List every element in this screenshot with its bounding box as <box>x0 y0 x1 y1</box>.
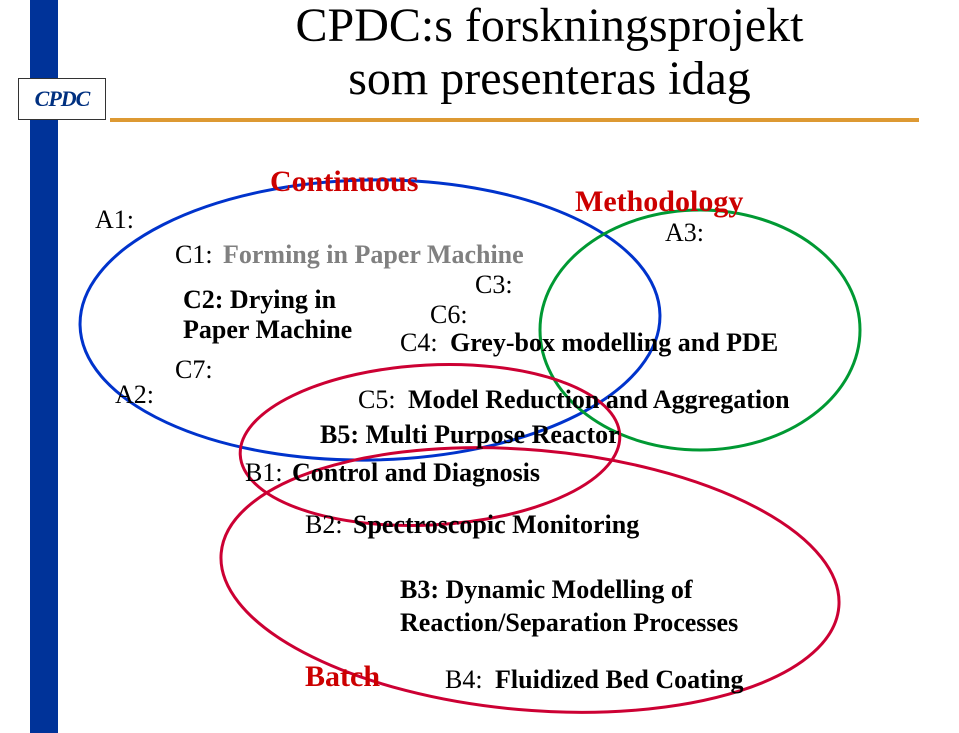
label-b2-text: Spectroscopic Monitoring <box>353 510 639 540</box>
label-b5: B5: Multi Purpose Reactor <box>320 420 620 450</box>
label-c4-text: Grey-box modelling and PDE <box>450 328 778 358</box>
label-c4: C4: <box>400 328 438 358</box>
label-c6: C6: <box>430 300 468 330</box>
logo-box: CPDC <box>18 78 106 120</box>
label-c3: C3: <box>475 270 513 300</box>
header-methodology: Methodology <box>575 185 743 219</box>
label-b2: B2: <box>305 510 343 540</box>
title-line1: CPDC:s forskningsprojekt <box>295 0 803 52</box>
label-a1: A1: <box>95 205 134 235</box>
label-b1: B1: <box>245 458 283 488</box>
label-b1-text: Control and Diagnosis <box>292 458 540 488</box>
label-c5-text: Model Reduction and Aggregation <box>408 385 790 415</box>
logo-text: CPDC <box>35 86 90 112</box>
header-batch: Batch <box>305 660 380 694</box>
label-b4-text: Fluidized Bed Coating <box>495 665 743 695</box>
label-c7: C7: <box>175 355 213 385</box>
title-underline <box>110 118 919 122</box>
label-c5: C5: <box>358 385 396 415</box>
label-b3: B3: Dynamic Modelling of <box>400 575 693 605</box>
label-a2: A2: <box>115 380 154 410</box>
label-c2b: Paper Machine <box>183 315 352 345</box>
label-b4: B4: <box>445 665 483 695</box>
label-c1: C1: <box>175 240 213 270</box>
title-line2: som presenteras idag <box>348 52 751 105</box>
label-c1-text: Forming in Paper Machine <box>223 240 524 270</box>
slide: CPDC CPDC:s forskningsprojekt som presen… <box>0 0 959 733</box>
label-b3b: Reaction/Separation Processes <box>400 608 738 638</box>
title: CPDC:s forskningsprojekt som presenteras… <box>180 0 919 106</box>
header-continuous: Continuous <box>270 165 418 199</box>
label-c2: C2: Drying in <box>183 285 336 315</box>
label-a3: A3: <box>665 218 704 248</box>
